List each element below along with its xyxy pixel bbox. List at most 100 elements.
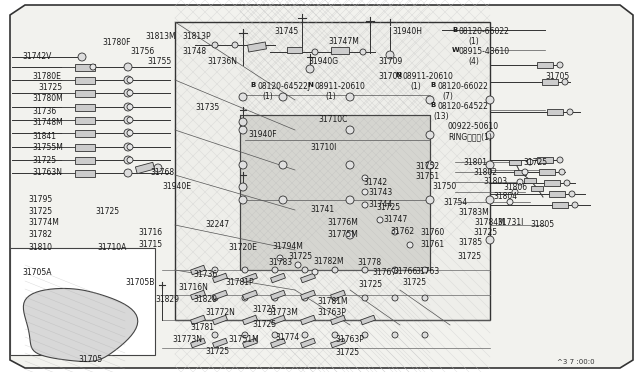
Text: 31716N: 31716N [178, 283, 208, 292]
Bar [552, 202, 568, 208]
Circle shape [392, 267, 398, 273]
Circle shape [422, 332, 428, 338]
Circle shape [346, 126, 354, 134]
Text: 31756: 31756 [130, 47, 154, 56]
Text: 31803: 31803 [483, 177, 507, 186]
Text: 08911-20610: 08911-20610 [315, 82, 366, 91]
Text: 08120-66022: 08120-66022 [438, 82, 489, 91]
Bar [331, 338, 346, 348]
Text: 31731I: 31731I [497, 218, 524, 227]
Text: 31725: 31725 [376, 203, 400, 212]
Bar [243, 290, 257, 300]
Bar [542, 79, 558, 85]
Circle shape [426, 131, 434, 139]
Circle shape [124, 143, 132, 151]
Circle shape [522, 169, 528, 175]
Text: 31755: 31755 [147, 57, 172, 66]
Text: 31705: 31705 [78, 355, 102, 364]
Circle shape [212, 267, 218, 273]
Text: 31795: 31795 [28, 195, 52, 204]
Text: 31768: 31768 [150, 168, 174, 177]
Text: 31773N: 31773N [172, 335, 202, 344]
Bar [75, 103, 95, 110]
Circle shape [486, 161, 494, 169]
Circle shape [426, 196, 434, 204]
Bar [240, 115, 430, 270]
Text: 31725: 31725 [523, 158, 547, 167]
Text: 31763P: 31763P [317, 308, 346, 317]
Bar [191, 290, 205, 300]
Circle shape [124, 116, 132, 124]
Circle shape [239, 126, 247, 134]
Bar [549, 191, 565, 197]
Text: 31780E: 31780E [32, 72, 61, 81]
Text: 31725: 31725 [205, 347, 229, 356]
Circle shape [272, 332, 278, 338]
Text: (7): (7) [442, 92, 453, 101]
Text: 31745: 31745 [274, 27, 298, 36]
Bar [75, 77, 95, 83]
Text: 31725: 31725 [252, 320, 276, 329]
Bar [524, 177, 536, 183]
Text: 31775M: 31775M [327, 230, 358, 239]
Text: 31742: 31742 [363, 178, 387, 187]
Bar [212, 290, 227, 300]
Text: 31781: 31781 [190, 323, 214, 332]
Text: 31748: 31748 [182, 47, 206, 56]
Text: N: N [307, 82, 313, 88]
Circle shape [90, 64, 96, 70]
Text: ^3 7 :00:0: ^3 7 :00:0 [557, 359, 595, 365]
Text: 31725: 31725 [95, 207, 119, 216]
Circle shape [239, 196, 247, 204]
Circle shape [512, 189, 518, 195]
Circle shape [312, 269, 318, 275]
Circle shape [572, 202, 578, 208]
Text: 31785: 31785 [458, 238, 482, 247]
Text: 08120-66022: 08120-66022 [459, 27, 510, 36]
Circle shape [407, 242, 413, 248]
Circle shape [154, 164, 162, 172]
Text: 31750: 31750 [432, 182, 456, 191]
Bar [271, 338, 285, 348]
Circle shape [346, 231, 354, 239]
Circle shape [127, 144, 133, 150]
Text: 31725: 31725 [335, 348, 359, 357]
Circle shape [559, 169, 565, 175]
Text: (1): (1) [262, 92, 273, 101]
Text: 31776M: 31776M [327, 218, 358, 227]
Circle shape [212, 332, 218, 338]
Text: 31760: 31760 [420, 228, 444, 237]
Text: 31940H: 31940H [392, 27, 422, 36]
Text: (1): (1) [410, 82, 420, 91]
Text: 31747M: 31747M [328, 37, 359, 46]
Bar [75, 157, 95, 164]
Text: 31804: 31804 [493, 192, 517, 201]
Circle shape [346, 196, 354, 204]
Circle shape [127, 130, 133, 136]
Text: 31735: 31735 [195, 103, 220, 112]
Circle shape [507, 199, 513, 205]
Bar [136, 162, 155, 174]
Circle shape [272, 295, 278, 301]
Text: 31763P: 31763P [335, 335, 364, 344]
Text: N: N [395, 72, 401, 78]
Bar [360, 315, 376, 325]
Text: 31762: 31762 [390, 227, 414, 236]
Text: 31736N: 31736N [207, 57, 237, 66]
Circle shape [295, 262, 301, 268]
Text: 31741: 31741 [310, 205, 334, 214]
Bar [75, 170, 95, 176]
Text: 31725: 31725 [473, 228, 497, 237]
Bar [509, 160, 521, 164]
Text: 31705B: 31705B [125, 278, 154, 287]
Text: 31813P: 31813P [182, 32, 211, 41]
Circle shape [312, 49, 318, 55]
Circle shape [346, 93, 354, 101]
Text: 31715: 31715 [138, 240, 162, 249]
Circle shape [486, 236, 494, 244]
Bar [191, 338, 205, 348]
Bar [75, 129, 95, 137]
Bar [331, 46, 349, 54]
Polygon shape [10, 5, 633, 368]
Text: 31751: 31751 [415, 172, 439, 181]
